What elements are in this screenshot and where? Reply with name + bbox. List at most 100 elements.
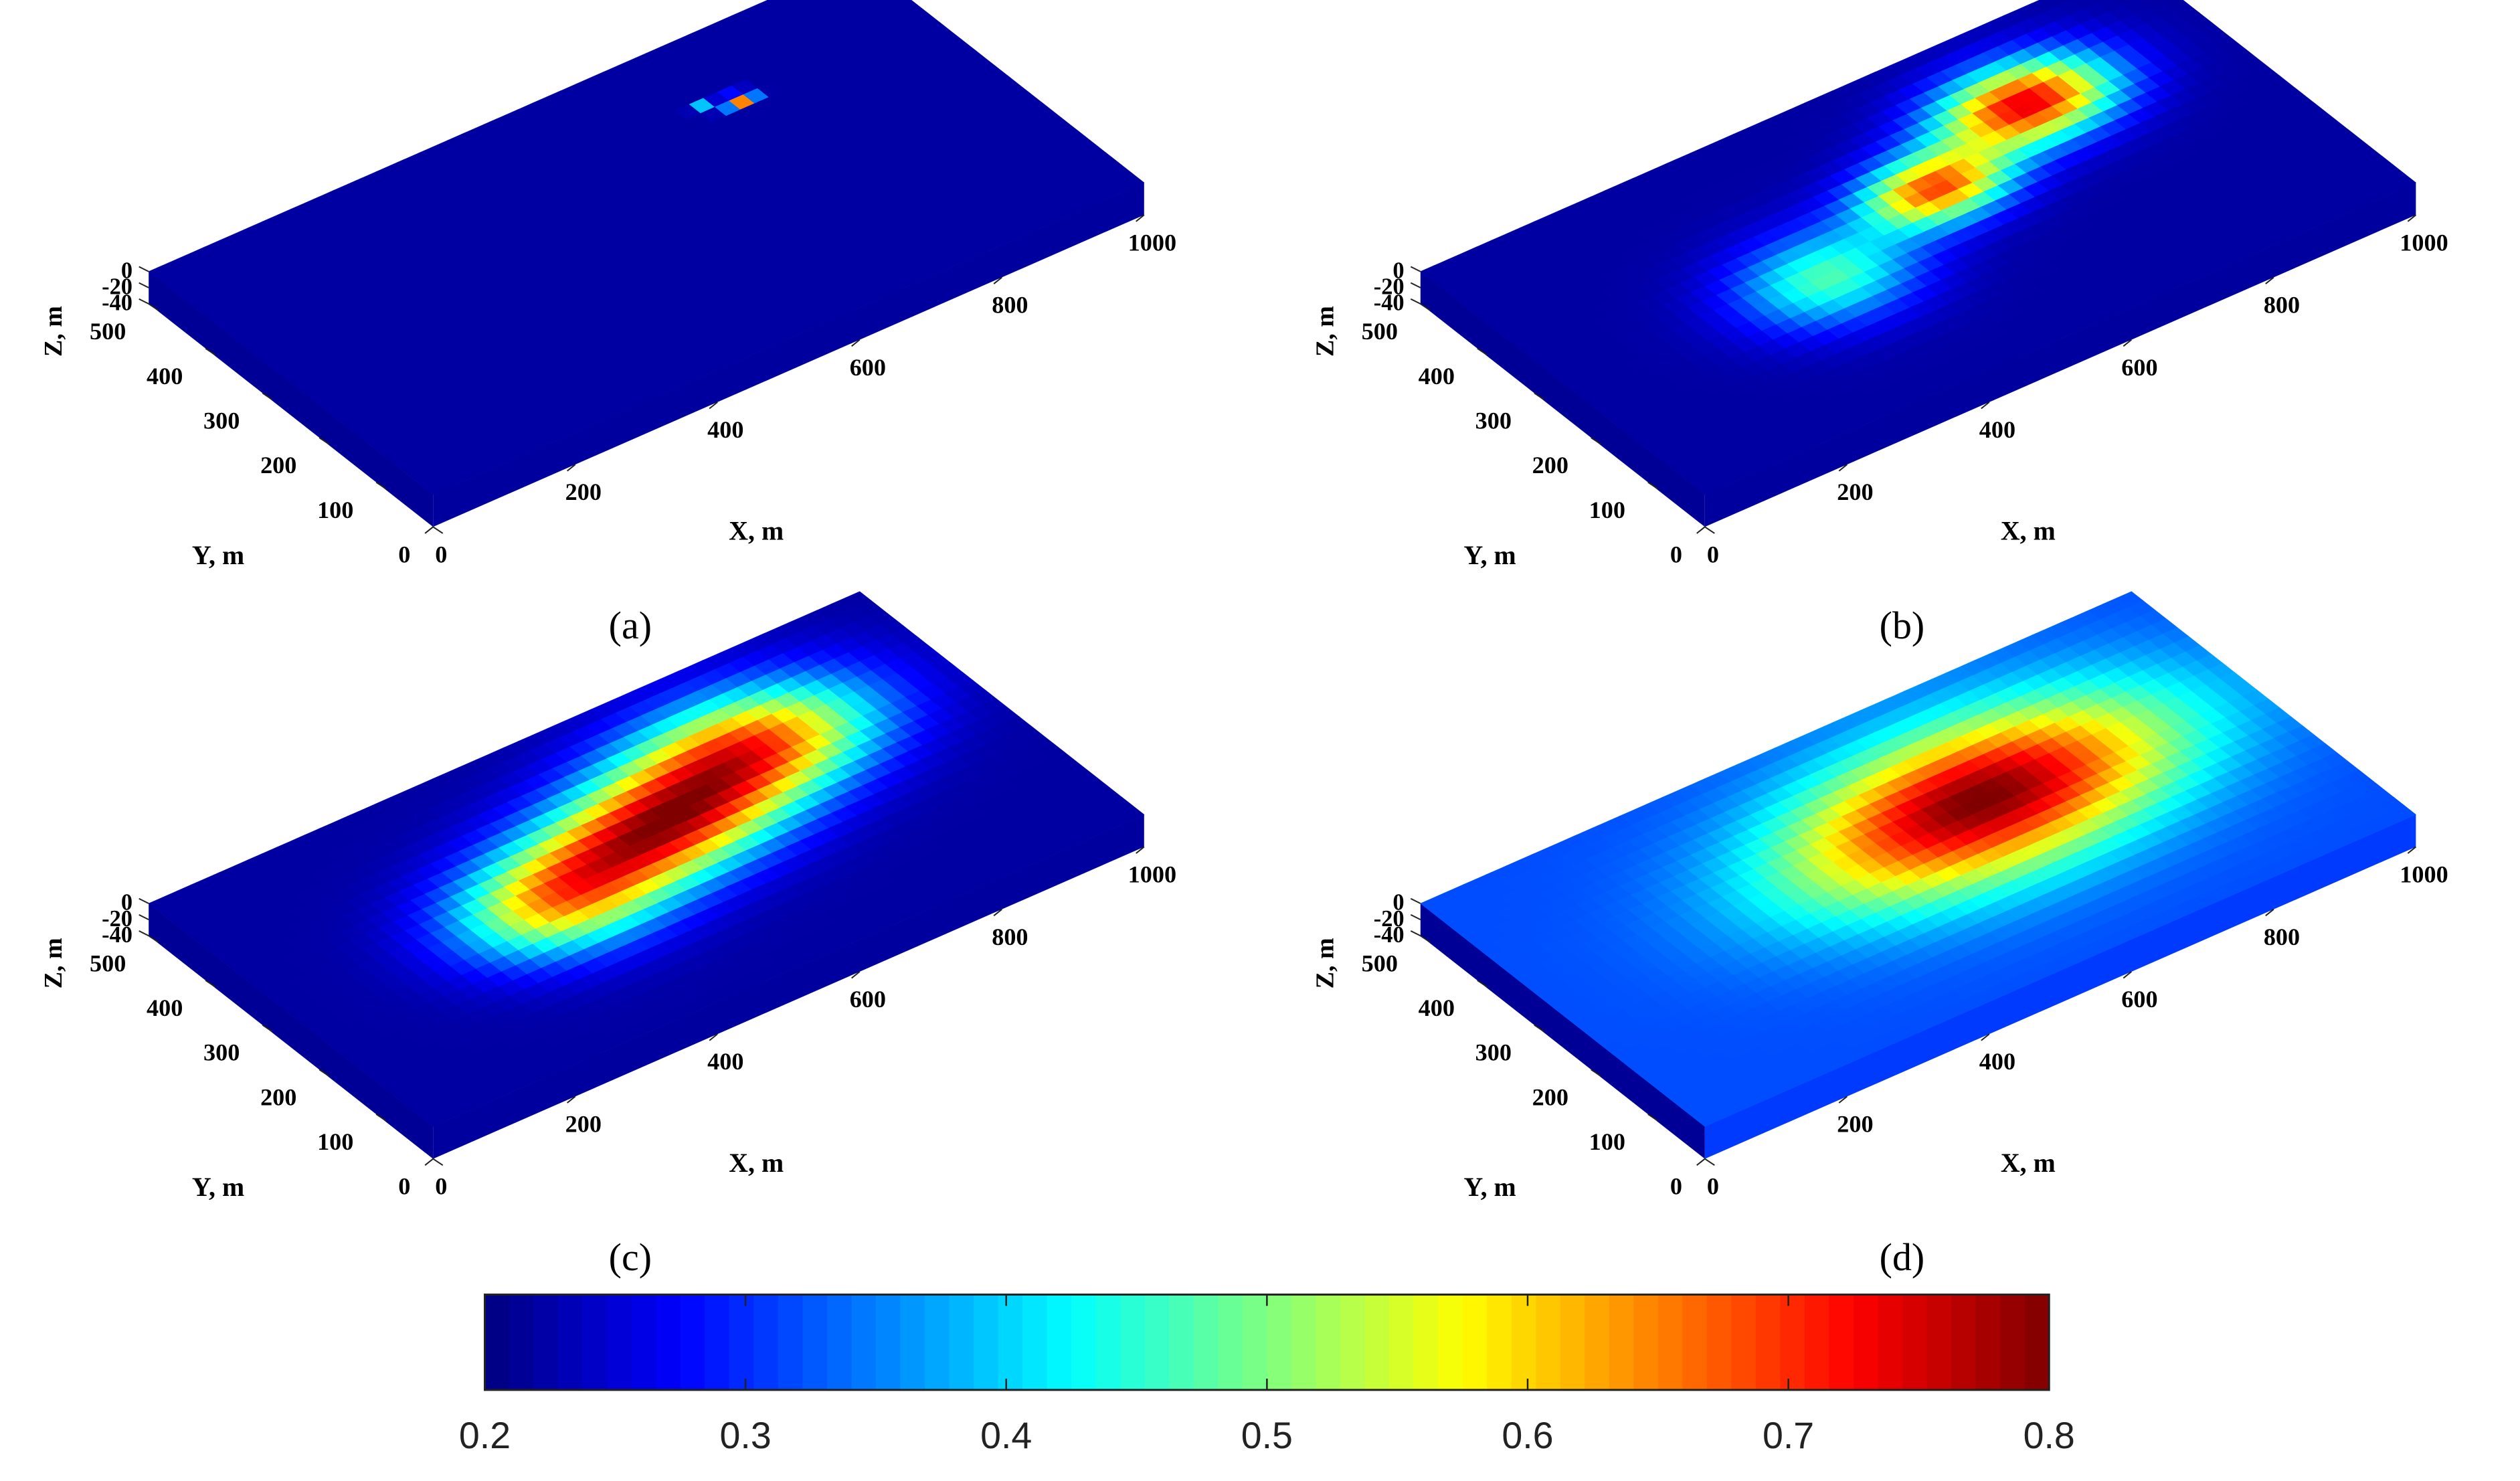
z-tick-mark (1410, 266, 1421, 272)
slab-front-face (1704, 814, 2416, 1159)
z-tick-label: -20 (1374, 274, 1405, 300)
z-tick-mark (139, 298, 149, 304)
x-tick-mark (424, 1158, 434, 1166)
x-tick-label: 1000 (2400, 229, 2448, 256)
x-tick-mark (2265, 276, 2274, 284)
x-tick-label: 400 (1979, 416, 2015, 443)
surface-cell (889, 0, 895, 2)
y-tick-label: 100 (317, 497, 353, 523)
panel-label: (b) (1880, 604, 1925, 647)
x-axis-label: X, m (2001, 516, 2056, 546)
y-tick-mark (1477, 347, 1488, 356)
z-tick-label: -20 (102, 274, 132, 300)
surface-cell (850, 0, 877, 15)
z-tick-mark (139, 930, 149, 937)
x-tick-mark (1838, 464, 1848, 472)
y-tick-mark (262, 392, 273, 400)
slab-side-face (149, 903, 434, 1159)
y-tick-mark (375, 481, 387, 490)
z-tick-label: -20 (102, 906, 132, 932)
surface-cell (2094, 0, 2104, 3)
surface-cell (825, 0, 852, 12)
x-tick-label: 600 (850, 354, 886, 381)
y-tick-mark (319, 1069, 330, 1077)
y-tick-label: 200 (260, 1083, 296, 1110)
y-tick-label: 400 (1419, 363, 1455, 389)
z-tick-label: 0 (121, 258, 132, 283)
y-tick-mark (432, 526, 444, 534)
surface-cell (778, 0, 800, 7)
z-axis-label: Z, m (39, 306, 68, 357)
z-tick-mark (139, 266, 149, 272)
y-tick-label: 300 (1475, 407, 1512, 434)
x-tick-label: 800 (2264, 292, 2300, 319)
y-axis-label: Y, m (1464, 540, 1516, 570)
slab-side-face (1420, 271, 1705, 527)
z-tick-mark (1410, 282, 1421, 288)
x-tick-mark (567, 464, 576, 472)
x-tick-mark (709, 1033, 718, 1041)
x-tick-mark (1136, 214, 1145, 222)
surface-cell (2162, 0, 2189, 11)
y-tick-label: 500 (90, 950, 126, 976)
slab-front-face (1704, 182, 2416, 527)
surface-cell (2123, 0, 2149, 15)
z-tick-mark (1410, 298, 1421, 304)
z-tick-label: -40 (102, 922, 132, 948)
y-tick-label: 500 (90, 318, 126, 345)
x-tick-mark (1981, 402, 1990, 410)
x-tick-label: 200 (1837, 478, 1873, 505)
x-tick-mark (993, 908, 1002, 917)
y-tick-mark (205, 347, 216, 356)
x-tick-label: 0 (1707, 541, 1719, 568)
surface-cells (148, 591, 1145, 1127)
y-tick-label: 400 (147, 363, 183, 389)
surface-cell (2050, 0, 2072, 7)
y-tick-mark (148, 935, 159, 943)
x-tick-mark (1696, 526, 1706, 534)
x-tick-label: 800 (992, 924, 1028, 950)
x-tick-mark (1136, 846, 1145, 854)
surface-cell (2116, 0, 2135, 5)
y-tick-mark (1647, 481, 1658, 490)
y-tick-mark (1534, 392, 1544, 400)
y-tick-mark (148, 303, 159, 311)
x-tick-label: 0 (435, 541, 447, 568)
x-tick-label: 400 (707, 1048, 743, 1075)
panel-3: 0200400600800100001002003004005000-20-40… (39, 591, 1176, 1279)
x-axis-label: X, m (729, 516, 784, 546)
y-tick-label: 300 (203, 407, 240, 434)
x-tick-mark (567, 1096, 576, 1104)
panel-2: 0200400600800100001002003004005000-20-40… (1311, 0, 2448, 647)
x-tick-label: 200 (565, 1110, 602, 1137)
x-tick-mark (851, 971, 861, 979)
y-axis-label: Y, m (192, 1172, 244, 1202)
x-tick-label: 0 (435, 1173, 447, 1200)
surface-cells (1420, 0, 2416, 495)
surface-cell (2138, 0, 2163, 8)
y-tick-label: 300 (203, 1039, 240, 1066)
x-tick-label: 1000 (1128, 861, 1176, 888)
slab-side-face (1420, 903, 1705, 1159)
panel-1: 0200400600800100001002003004005000-20-40… (39, 0, 1176, 647)
panel-4: 0200400600800100001002003004005000-20-40… (1311, 591, 2448, 1279)
x-tick-label: 200 (565, 478, 602, 505)
y-tick-mark (1704, 526, 1715, 534)
z-tick-label: -40 (102, 290, 132, 316)
surface-cell (2160, 0, 2167, 2)
x-tick-label: 600 (850, 986, 886, 1013)
z-tick-mark (139, 282, 149, 288)
z-axis-label: Z, m (1311, 306, 1339, 357)
x-axis-label: X, m (729, 1148, 784, 1178)
surface-cell (866, 0, 892, 8)
panel-label: (c) (609, 1235, 652, 1279)
y-tick-mark (375, 1114, 387, 1122)
x-tick-label: 400 (707, 416, 743, 443)
surface-cell (800, 0, 826, 9)
surface-cell (759, 0, 786, 13)
panel-label: (a) (609, 604, 652, 647)
z-tick-mark (139, 913, 149, 921)
x-tick-label: 600 (2121, 354, 2157, 381)
y-tick-mark (1420, 303, 1431, 311)
